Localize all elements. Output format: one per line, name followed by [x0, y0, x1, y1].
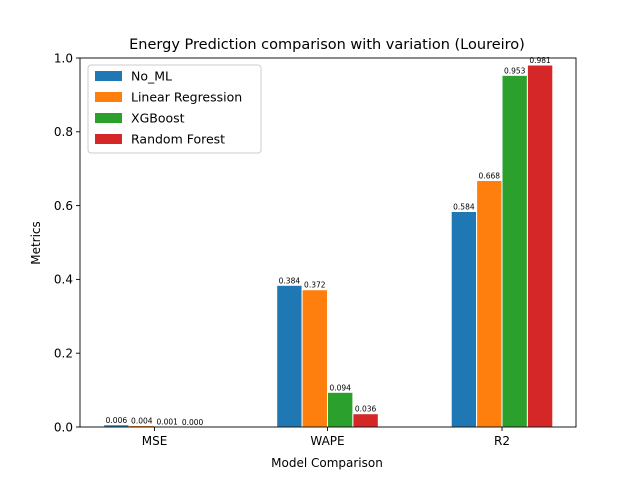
- legend-box: [87, 64, 262, 154]
- x-axis-label: Model Comparison: [271, 456, 383, 470]
- legend-swatch: [95, 113, 122, 123]
- legend-swatch: [95, 71, 122, 81]
- data-label: 0.094: [329, 383, 351, 392]
- data-label: 0.036: [355, 405, 377, 414]
- bar-no-ml-wape: [276, 284, 303, 428]
- legend-swatch: [95, 134, 122, 144]
- bar-linear-regression-r2: [476, 180, 503, 428]
- data-label: 0.000: [182, 418, 204, 427]
- data-label: 0.668: [479, 172, 501, 181]
- data-label: 0.953: [504, 66, 526, 75]
- data-label: 0.584: [453, 203, 475, 212]
- data-label: 0.006: [106, 416, 128, 425]
- axes-frame: [79, 57, 577, 428]
- data-label: 0.001: [156, 418, 178, 427]
- y-tick-label: 0.2: [54, 347, 73, 361]
- y-tick-label: 0.8: [54, 125, 73, 139]
- legend-label: No_ML: [131, 69, 172, 84]
- chart-title: Energy Prediction comparison with variat…: [129, 37, 525, 53]
- bar-random-forest-r2: [526, 64, 554, 428]
- data-label: 0.384: [279, 276, 301, 285]
- legend-swatch: [95, 92, 122, 102]
- bar-xgboost-wape: [327, 391, 354, 428]
- legend: No_ML Linear Regression XGBoost Random Fore…: [87, 64, 262, 154]
- bar-linear-regression-wape: [301, 289, 329, 428]
- bar-xgboost-r2: [501, 74, 528, 428]
- bar-no-ml-r2: [450, 211, 478, 428]
- data-label: 0.372: [304, 281, 326, 290]
- y-tick-label: 1.0: [54, 51, 73, 65]
- data-label: 0.004: [131, 417, 153, 426]
- bar-random-forest-wape: [352, 413, 379, 428]
- plot-area: 0.006 0.384 0.584 0.004 0.372 0.668 0.001 0.094…: [54, 51, 577, 448]
- x-tick-label-wape: WAPE: [310, 434, 344, 448]
- y-tick-label: 0.0: [54, 420, 73, 434]
- x-tick-label-r2: R2: [494, 434, 510, 448]
- legend-label: Linear Regression: [131, 90, 242, 105]
- legend-label: Random Forest: [131, 132, 225, 147]
- x-tick-label-mse: MSE: [142, 434, 168, 448]
- y-axis-label: Metrics: [29, 221, 43, 265]
- legend-label: XGBoost: [131, 111, 185, 126]
- y-tick-label: 0.6: [54, 199, 73, 213]
- y-tick-label: 0.4: [54, 273, 73, 287]
- data-label: 0.981: [529, 56, 551, 65]
